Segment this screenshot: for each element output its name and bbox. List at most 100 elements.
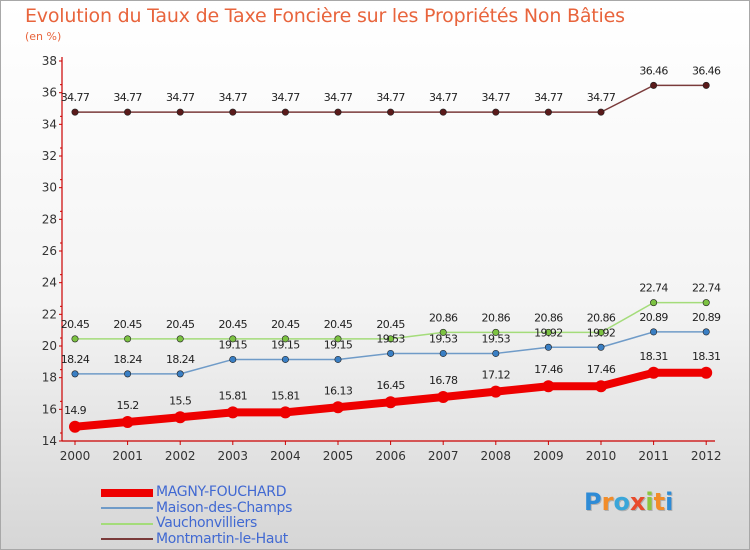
- data-label: 20.45: [113, 318, 142, 331]
- y-tick-label: 36: [42, 86, 57, 100]
- data-label: 20.86: [587, 311, 616, 324]
- legend-swatch: [101, 538, 153, 541]
- data-label: 14.9: [64, 404, 87, 417]
- data-label: 36.46: [692, 64, 721, 77]
- data-label: 20.89: [639, 311, 668, 324]
- data-point: [544, 108, 552, 116]
- data-point: [229, 355, 237, 363]
- legend-label: Vauchonvilliers: [156, 515, 257, 531]
- data-point: [176, 335, 184, 343]
- data-label: 20.45: [376, 318, 405, 331]
- data-label: 16.78: [429, 374, 458, 387]
- data-label: 19.53: [482, 332, 511, 345]
- data-point: [281, 355, 289, 363]
- data-label: 15.2: [117, 399, 139, 412]
- data-label: 34.77: [61, 91, 90, 104]
- data-point: [647, 366, 660, 379]
- data-label: 34.77: [324, 91, 353, 104]
- data-point: [124, 335, 132, 343]
- data-label: 36.46: [639, 64, 668, 77]
- data-label: 34.77: [271, 91, 300, 104]
- y-tick-label: 28: [42, 212, 57, 226]
- x-tick-label: 2007: [428, 449, 459, 463]
- x-tick-label: 2012: [691, 449, 722, 463]
- data-point: [437, 390, 450, 403]
- data-point: [439, 349, 447, 357]
- legend: MAGNY-FOUCHARD Maison-des-Champs Vauchonvi…: [101, 485, 431, 547]
- data-point: [124, 370, 132, 378]
- legend-item: Maison-des-Champs: [101, 499, 431, 517]
- data-label: 16.13: [324, 384, 353, 397]
- data-point: [492, 108, 500, 116]
- data-label: 19.92: [587, 326, 616, 339]
- data-label: 19.15: [271, 338, 300, 351]
- unit-label: (en %): [25, 30, 62, 43]
- data-label: 15.81: [271, 389, 300, 402]
- y-tick-label: 22: [42, 307, 57, 321]
- data-point: [544, 328, 552, 336]
- legend-item: Montmartin-le-Haut: [101, 530, 431, 548]
- data-point: [700, 366, 713, 379]
- data-point: [597, 343, 605, 351]
- data-point: [176, 108, 184, 116]
- legend-swatch: [101, 488, 153, 497]
- data-label: 34.77: [587, 91, 616, 104]
- data-label: 20.45: [166, 318, 195, 331]
- y-tick-label: 16: [42, 402, 57, 416]
- x-tick-label: 2000: [60, 449, 91, 463]
- data-label: 20.45: [324, 318, 353, 331]
- logo-letter: x: [629, 488, 646, 516]
- data-label: 19.53: [376, 332, 405, 345]
- data-point: [439, 108, 447, 116]
- x-tick-label: 2010: [586, 449, 617, 463]
- data-label: 34.77: [534, 91, 563, 104]
- data-point: [489, 385, 502, 398]
- data-point: [174, 411, 187, 424]
- data-point: [702, 328, 710, 336]
- data-point: [281, 108, 289, 116]
- legend-item: MAGNY-FOUCHARD: [101, 485, 431, 501]
- data-label: 34.77: [219, 91, 248, 104]
- data-point: [229, 335, 237, 343]
- data-label: 34.77: [429, 91, 458, 104]
- data-label: 20.86: [534, 311, 563, 324]
- legend-swatch: [101, 522, 153, 525]
- legend-label: Montmartin-le-Haut: [156, 530, 288, 547]
- y-tick-label: 18: [42, 371, 57, 385]
- data-point: [387, 108, 395, 116]
- data-label: 34.77: [482, 91, 511, 104]
- data-label: 19.15: [324, 338, 353, 351]
- x-tick-label: 2006: [375, 449, 406, 463]
- y-tick-label: 38: [42, 54, 57, 68]
- data-point: [281, 335, 289, 343]
- data-point: [71, 108, 79, 116]
- data-label: 20.89: [692, 311, 721, 324]
- logo-letter: r: [601, 488, 614, 516]
- x-tick-label: 2004: [270, 449, 301, 463]
- x-tick-label: 2009: [533, 449, 564, 463]
- data-point: [71, 335, 79, 343]
- data-label: 18.24: [113, 353, 142, 366]
- data-label: 22.74: [692, 282, 721, 295]
- x-tick-label: 2003: [218, 449, 249, 463]
- x-tick-label: 2002: [165, 449, 196, 463]
- logo-letter: o: [613, 488, 630, 516]
- data-label: 22.74: [639, 282, 668, 295]
- x-tick-label: 2008: [481, 449, 512, 463]
- data-point: [650, 81, 658, 89]
- legend-swatch: [101, 507, 153, 510]
- legend-label: Maison-des-Champs: [156, 499, 293, 516]
- data-label: 20.45: [271, 318, 300, 331]
- logo-letter: P: [584, 488, 602, 516]
- data-label: 20.86: [429, 311, 458, 324]
- chart-title: Evolution du Taux de Taxe Foncière sur l…: [25, 5, 625, 27]
- data-point: [384, 396, 397, 409]
- y-tick-label: 32: [42, 149, 57, 163]
- data-point: [332, 401, 344, 414]
- data-point: [334, 355, 342, 363]
- data-label: 17.12: [482, 369, 511, 382]
- data-point: [702, 81, 710, 89]
- data-point: [544, 343, 552, 351]
- data-point: [542, 380, 555, 393]
